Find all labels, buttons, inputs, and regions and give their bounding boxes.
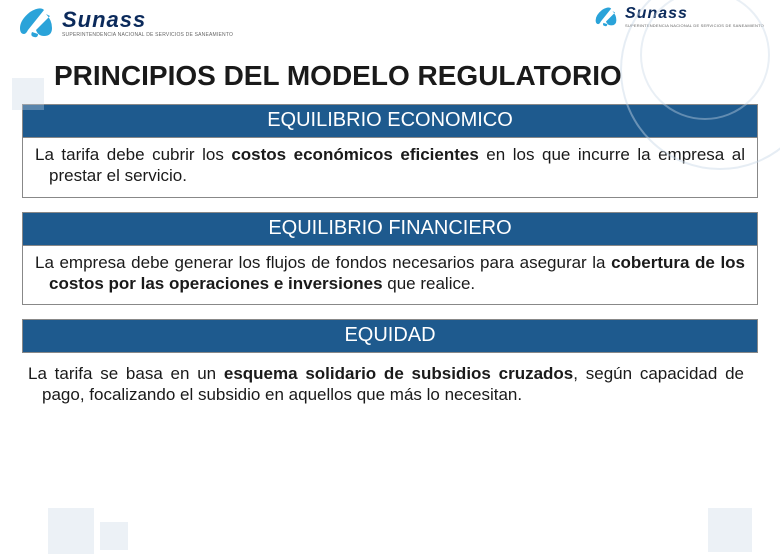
body-text-bold: costos económicos eficientes — [231, 145, 478, 164]
section-body: La tarifa se basa en un esquema solidari… — [22, 353, 758, 414]
body-text-post: que realice. — [383, 274, 476, 293]
body-text-pre: La tarifa debe cubrir los — [35, 145, 231, 164]
section-equidad: EQUIDAD La tarifa se basa en un esquema … — [22, 319, 758, 414]
decorative-square — [12, 78, 44, 110]
body-text-pre: La tarifa se basa en un — [28, 364, 224, 383]
brand-tagline: SUPERINTENDENCIA NACIONAL DE SERVICIOS D… — [62, 33, 233, 38]
decorative-square — [48, 508, 94, 554]
decorative-square — [100, 522, 128, 550]
brand-name: Sunass — [62, 9, 233, 31]
droplet-icon — [16, 6, 56, 40]
section-equilibrio-financiero: EQUILIBRIO FINANCIERO La empresa debe ge… — [22, 212, 758, 306]
section-body: La empresa debe generar los flujos de fo… — [22, 246, 758, 306]
body-text-pre: La empresa debe generar los flujos de fo… — [35, 253, 611, 272]
body-text-bold: esquema solidario de subsidios cruzados — [224, 364, 573, 383]
decorative-square — [708, 508, 752, 552]
logo-primary: Sunass SUPERINTENDENCIA NACIONAL DE SERV… — [16, 6, 233, 40]
section-heading: EQUIDAD — [22, 319, 758, 353]
droplet-icon — [593, 6, 619, 28]
section-heading: EQUILIBRIO FINANCIERO — [22, 212, 758, 246]
section-body: La tarifa debe cubrir los costos económi… — [22, 138, 758, 198]
